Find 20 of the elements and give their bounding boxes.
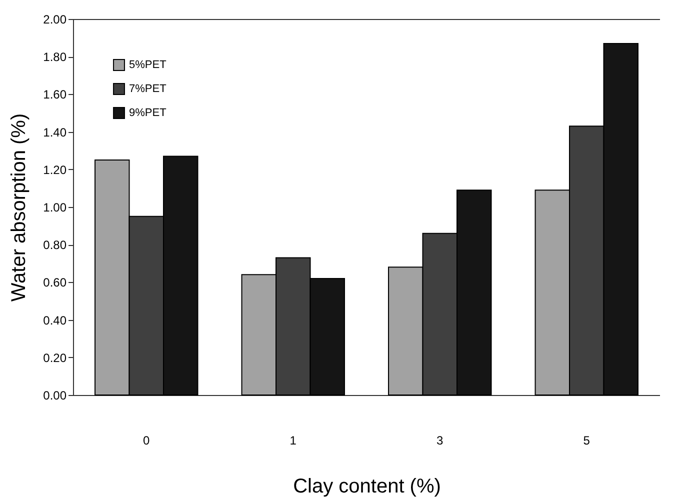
y-tick-label: 1.60 (43, 88, 67, 102)
legend-label: 7%PET (129, 83, 167, 95)
y-tick-label: 0.40 (43, 313, 67, 328)
y-tick-label: 1.80 (43, 50, 67, 64)
y-tick-label: 1.00 (43, 200, 67, 214)
y-tick-label: 0.60 (43, 276, 67, 290)
y-tick-label: 1.20 (43, 162, 67, 177)
legend-label: 9%PET (129, 107, 167, 119)
y-tick-label: 0.80 (43, 238, 67, 252)
x-tick-label: 5 (583, 434, 590, 448)
y-tick-label: 0.20 (43, 350, 67, 365)
y-tick-label: 2.00 (43, 12, 67, 26)
x-axis-title: Clay content (%) (293, 476, 441, 498)
y-axis-title: Water absorption (%) (8, 113, 30, 302)
x-tick-label: 3 (436, 434, 444, 448)
x-tick-label: 1 (290, 434, 297, 448)
legend-label: 5%PET (129, 59, 167, 71)
y-tick-label: 0.00 (43, 388, 67, 402)
y-tick-label: 1.40 (43, 125, 67, 140)
x-tick-label: 0 (143, 434, 150, 448)
